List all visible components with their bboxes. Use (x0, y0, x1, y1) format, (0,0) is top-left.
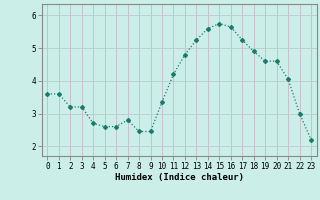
X-axis label: Humidex (Indice chaleur): Humidex (Indice chaleur) (115, 173, 244, 182)
